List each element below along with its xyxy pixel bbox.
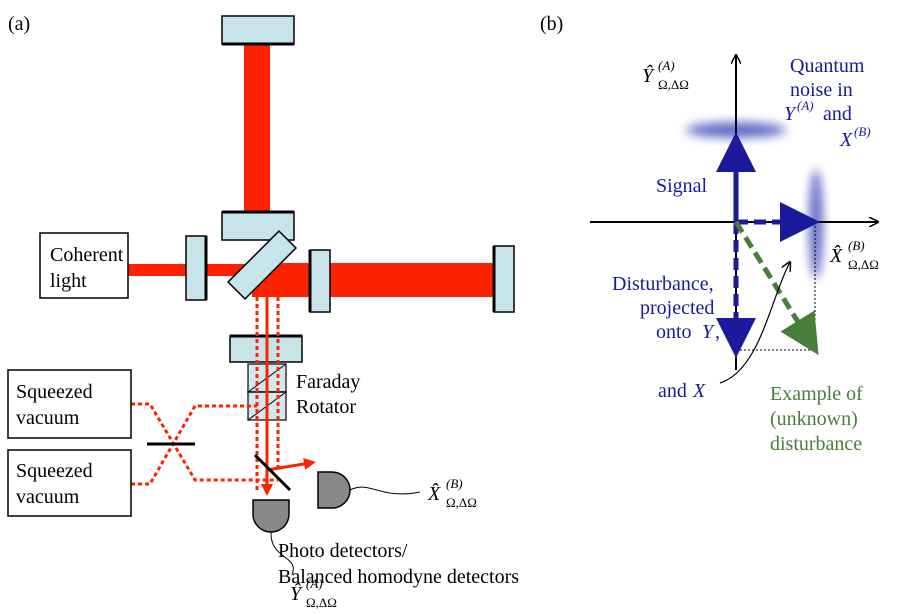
annotation: (B) (854, 124, 871, 139)
annotation: (A) (797, 98, 814, 113)
math-label: (A) (658, 58, 675, 73)
annotation: Disturbance, (612, 273, 714, 295)
annotation: and (818, 103, 852, 125)
source-label: light (50, 270, 87, 292)
annotation: projected (640, 297, 714, 319)
math-label: (B) (446, 476, 463, 491)
source-label: Squeezed (16, 460, 93, 482)
math-label: Ω,ΔΩ (446, 495, 477, 510)
diagram: (a) Coherent light Squeezed vacuum Squee… (0, 0, 918, 614)
annotation: (unknown) (770, 408, 858, 430)
source-label: Coherent (50, 244, 124, 266)
math-label: Ŷ (642, 64, 655, 87)
annotation: Y (702, 321, 715, 343)
annotation: X (839, 129, 853, 151)
annotation: Example of (770, 383, 863, 405)
component-label: Photo detectors/ (278, 540, 408, 562)
math-label: Ω,ΔΩ (658, 77, 689, 92)
component-label: Rotator (296, 396, 356, 418)
annotation: disturbance (770, 433, 862, 455)
annotation: , (715, 321, 720, 343)
annotation: and (658, 380, 692, 402)
annotation: Quantum (790, 55, 865, 77)
component-label: Faraday (296, 371, 360, 393)
annotation: X (692, 380, 706, 402)
math-label: (B) (848, 238, 865, 253)
math-label: Ŷ (290, 582, 303, 605)
source-label: vacuum (16, 407, 80, 429)
annotation: Y (784, 103, 797, 125)
math-label: X̂ (427, 482, 441, 505)
annotation: Signal (656, 175, 708, 197)
panel-label: (b) (540, 13, 563, 35)
annotation: onto (656, 321, 697, 343)
source-label: vacuum (16, 486, 80, 508)
math-label: Ω,ΔΩ (306, 595, 337, 610)
source-label: Squeezed (16, 381, 93, 403)
math-label: Ω,ΔΩ (848, 257, 879, 272)
panel-label: (a) (8, 13, 30, 35)
math-label: X̂ (829, 244, 843, 267)
math-label: (A) (306, 576, 323, 591)
